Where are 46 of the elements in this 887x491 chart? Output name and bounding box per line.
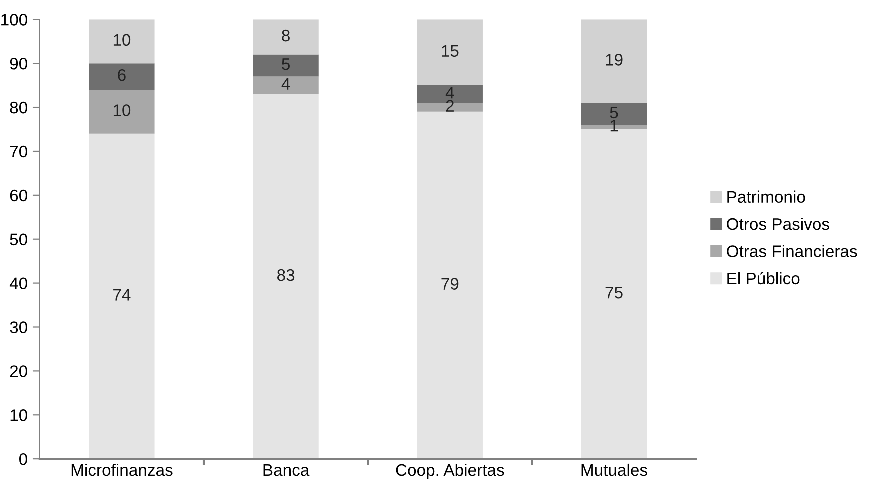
bar xyxy=(253,54,319,77)
bar xyxy=(89,64,155,90)
x-tick-label: Banca xyxy=(264,464,310,476)
data-label: 5 xyxy=(610,106,618,119)
legend-label: Otros Pasivos xyxy=(727,218,830,230)
data-label: 19 xyxy=(606,54,623,66)
data-label: 79 xyxy=(442,278,459,290)
bar xyxy=(417,20,483,86)
bar xyxy=(253,94,319,460)
y-tick-label: 10 xyxy=(10,410,28,422)
y-tick-label: 80 xyxy=(10,102,28,114)
data-label: 4 xyxy=(282,78,290,90)
y-tick-label: 40 xyxy=(10,278,28,290)
y-tick-label: 20 xyxy=(10,366,28,378)
y-tick-label: 30 xyxy=(10,322,28,334)
y-tick-label: 60 xyxy=(10,190,28,202)
y-tick-label: 0 xyxy=(19,453,28,466)
data-label: 1 xyxy=(610,120,618,132)
bar xyxy=(253,76,319,94)
data-label: 75 xyxy=(606,287,623,299)
data-label: 2 xyxy=(446,100,454,112)
x-tick-label: Microfinanzas xyxy=(72,464,173,476)
data-label: 6 xyxy=(118,69,126,82)
bar xyxy=(89,20,155,64)
data-label: 4 xyxy=(446,87,454,99)
bar xyxy=(89,134,155,460)
x-tick-label: Coop. Abiertas xyxy=(396,464,504,480)
bar xyxy=(89,90,155,134)
data-label: 83 xyxy=(278,269,295,282)
legend-label: Patrimonio xyxy=(728,190,806,204)
data-label: 10 xyxy=(114,34,131,46)
bar xyxy=(253,20,319,55)
data-label: 5 xyxy=(282,58,290,70)
legend-label: El Público xyxy=(728,272,800,285)
data-label: 74 xyxy=(114,289,131,301)
y-tick-label: 90 xyxy=(10,58,28,70)
y-tick-label: 50 xyxy=(10,234,28,246)
y-tick-label: 100 xyxy=(2,14,28,26)
data-label: 8 xyxy=(282,30,290,42)
bar xyxy=(581,20,648,104)
x-tick-label: Mutuales xyxy=(582,464,648,476)
legend-label: Otras Financieras xyxy=(727,245,858,258)
bar xyxy=(417,112,483,460)
y-tick-label: 70 xyxy=(10,146,28,158)
data-label: 10 xyxy=(114,104,131,116)
data-label: 15 xyxy=(442,45,459,58)
